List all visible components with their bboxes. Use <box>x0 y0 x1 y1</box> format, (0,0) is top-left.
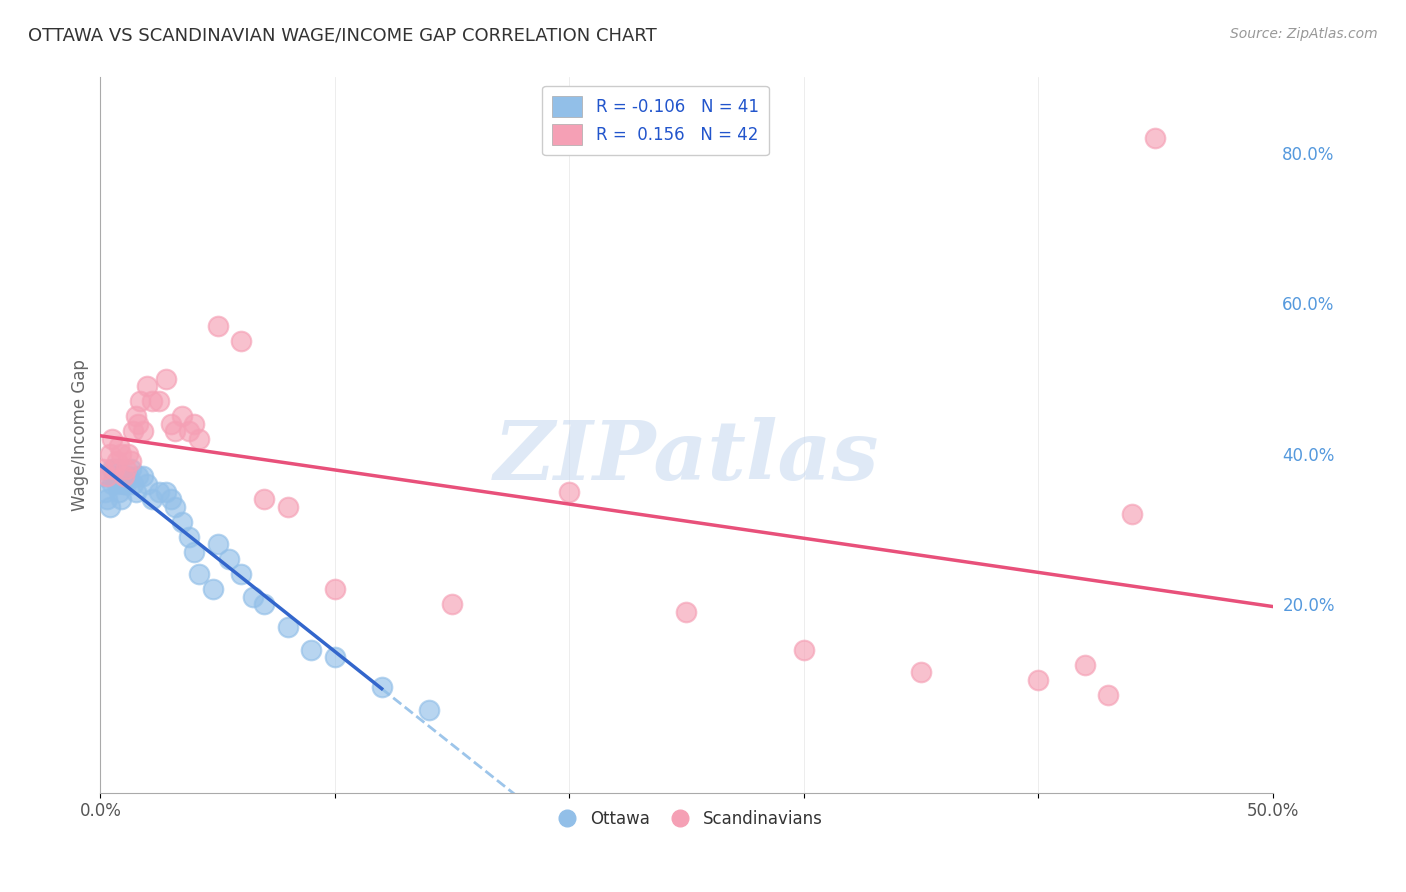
Point <box>105 462 128 476</box>
Point <box>187 432 209 446</box>
Point <box>1144 130 1167 145</box>
Point <box>323 582 346 597</box>
Point <box>98 500 121 514</box>
Point <box>370 680 392 694</box>
Point <box>323 650 346 665</box>
Legend: Ottawa, Scandinavians: Ottawa, Scandinavians <box>543 803 830 834</box>
Point <box>108 484 131 499</box>
Point <box>103 462 125 476</box>
Point <box>165 500 187 514</box>
Text: Source: ZipAtlas.com: Source: ZipAtlas.com <box>1230 27 1378 41</box>
Point <box>1121 507 1143 521</box>
Point <box>103 469 125 483</box>
Point <box>558 484 581 499</box>
Point <box>124 484 146 499</box>
Point <box>253 598 276 612</box>
Point <box>127 469 149 483</box>
Point <box>120 454 142 468</box>
Point <box>148 394 170 409</box>
Point <box>105 477 128 491</box>
Point <box>131 469 153 483</box>
Point <box>122 477 145 491</box>
Point <box>91 462 114 476</box>
Point <box>112 469 135 483</box>
Point <box>277 500 299 514</box>
Point <box>131 425 153 439</box>
Point <box>242 590 264 604</box>
Point <box>105 454 128 468</box>
Text: ZIPatlas: ZIPatlas <box>494 417 879 497</box>
Point <box>136 379 159 393</box>
Point <box>218 552 240 566</box>
Point <box>183 417 205 431</box>
Point <box>120 462 142 476</box>
Point <box>141 394 163 409</box>
Point <box>187 567 209 582</box>
Point <box>117 469 139 483</box>
Point <box>101 462 124 476</box>
Point <box>110 447 132 461</box>
Point <box>98 447 121 461</box>
Point <box>207 537 229 551</box>
Point <box>124 409 146 424</box>
Point <box>183 545 205 559</box>
Point <box>129 394 152 409</box>
Point <box>112 477 135 491</box>
Point <box>1097 688 1119 702</box>
Point <box>155 484 177 499</box>
Point <box>110 491 132 506</box>
Point <box>179 530 201 544</box>
Point <box>299 642 322 657</box>
Point <box>122 425 145 439</box>
Point <box>101 477 124 491</box>
Point <box>172 409 194 424</box>
Point <box>253 491 276 506</box>
Point <box>229 334 252 348</box>
Point <box>96 491 118 506</box>
Point <box>127 417 149 431</box>
Point <box>793 642 815 657</box>
Point <box>115 477 138 491</box>
Point <box>179 425 201 439</box>
Point <box>165 425 187 439</box>
Point <box>201 582 224 597</box>
Point <box>229 567 252 582</box>
Point <box>96 469 118 483</box>
Point <box>910 665 932 680</box>
Point <box>108 439 131 453</box>
Point <box>207 318 229 333</box>
Point <box>117 447 139 461</box>
Point <box>277 620 299 634</box>
Point <box>1074 657 1097 672</box>
Point <box>418 703 440 717</box>
Point <box>101 432 124 446</box>
Point <box>112 469 135 483</box>
Point <box>136 477 159 491</box>
Y-axis label: Wage/Income Gap: Wage/Income Gap <box>72 359 89 511</box>
Text: OTTAWA VS SCANDINAVIAN WAGE/INCOME GAP CORRELATION CHART: OTTAWA VS SCANDINAVIAN WAGE/INCOME GAP C… <box>28 27 657 45</box>
Point <box>155 371 177 385</box>
Point <box>1026 673 1049 687</box>
Point <box>440 598 463 612</box>
Point <box>159 417 181 431</box>
Point <box>159 491 181 506</box>
Point <box>172 515 194 529</box>
Point <box>675 605 697 619</box>
Point <box>115 462 138 476</box>
Point <box>91 469 114 483</box>
Point <box>148 484 170 499</box>
Point <box>141 491 163 506</box>
Point <box>94 484 117 499</box>
